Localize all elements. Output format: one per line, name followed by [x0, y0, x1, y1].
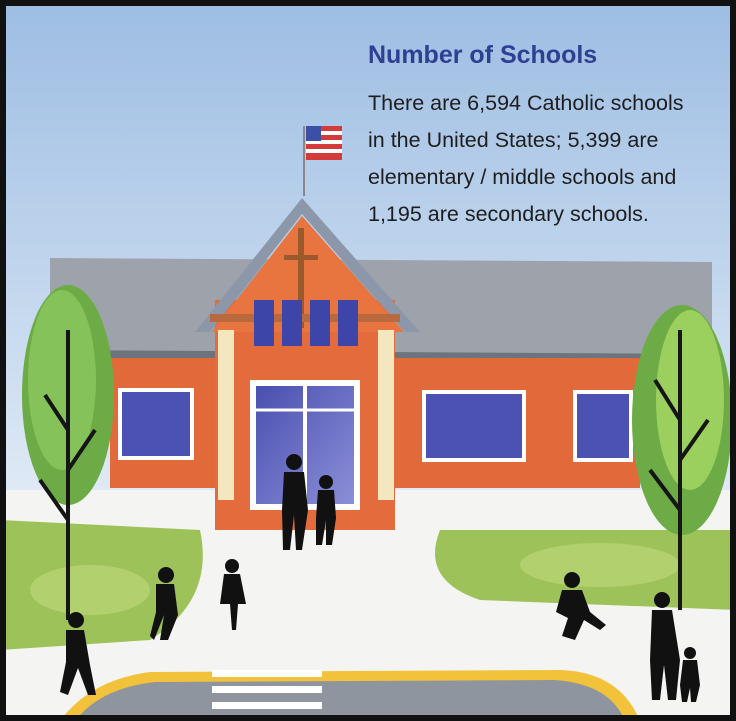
school-entrance-part — [338, 300, 358, 346]
road-part — [212, 702, 322, 709]
caption-line: in the United States; 5,399 are — [368, 128, 658, 152]
school-entrance-part — [284, 255, 318, 260]
caption-title: Number of Schools — [368, 41, 597, 69]
school-entrance-part — [218, 330, 234, 500]
page: {"title": "Number of Schools", "body": [… — [0, 0, 736, 721]
road — [60, 670, 640, 721]
people-silhouettes-part — [68, 612, 84, 628]
people-silhouettes-part — [684, 647, 696, 659]
people-silhouettes-part — [158, 567, 174, 583]
school-entrance-part — [254, 300, 274, 346]
people-silhouettes-part — [319, 475, 333, 489]
people-silhouettes-part — [654, 592, 670, 608]
road-part — [75, 680, 625, 721]
road-part — [212, 686, 322, 693]
caption-line: 1,195 are secondary schools. — [368, 202, 649, 226]
road-part — [212, 670, 322, 677]
grass-part — [30, 565, 150, 615]
flag-part — [306, 149, 342, 153]
caption-line: elementary / middle schools and — [368, 165, 676, 189]
flag-part — [306, 126, 321, 141]
people-silhouettes-part — [316, 490, 336, 545]
people-silhouettes-part — [225, 559, 239, 573]
school-entrance-part — [282, 300, 302, 346]
people-silhouettes-part — [564, 572, 580, 588]
illustration: Number of Schools There are 6,594 Cathol… — [0, 0, 736, 721]
school-walls-part — [122, 392, 190, 456]
school-walls-part — [577, 394, 629, 458]
caption-line: There are 6,594 Catholic schools — [368, 91, 684, 115]
school-entrance-part — [310, 300, 330, 346]
people-silhouettes-part — [286, 454, 302, 470]
grass-part — [520, 543, 680, 587]
school-entrance-part — [378, 330, 394, 500]
school-entrance-part — [210, 314, 400, 322]
school-walls-part — [426, 394, 522, 458]
